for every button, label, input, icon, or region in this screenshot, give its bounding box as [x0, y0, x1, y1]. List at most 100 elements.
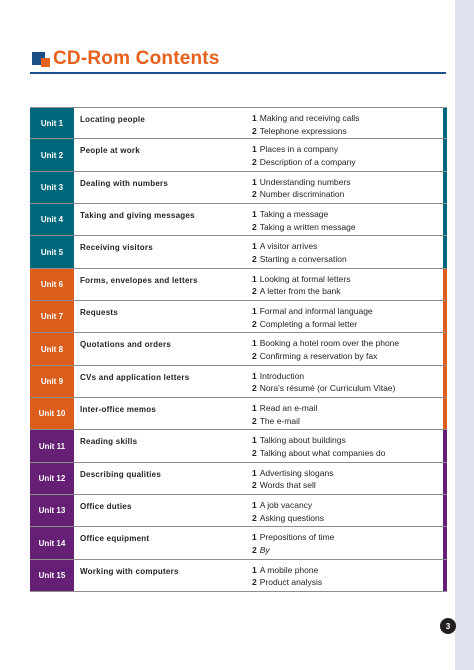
lesson-text: Telephone expressions — [259, 125, 347, 136]
lesson-item: 2 Words that sell — [252, 479, 333, 492]
lesson-item: 2 Completing a formal letter — [252, 318, 373, 331]
lesson-number: 2 — [252, 480, 257, 491]
unit-row: Unit 8 Quotations and orders 1 Booking a ho… — [30, 333, 447, 366]
lesson-list: 1 Places in a company 2 Description of a co… — [252, 143, 356, 168]
lesson-number: 1 — [252, 370, 257, 381]
lesson-item: 2 Starting a conversation — [252, 253, 347, 266]
unit-title: Working with computers — [80, 566, 179, 576]
lesson-text: Nora's résumé (or Curriculum Vitae) — [259, 383, 396, 394]
lesson-text: Completing a formal letter — [259, 318, 358, 329]
unit-group-bar — [443, 365, 447, 398]
unit-badge: Unit 9 — [30, 365, 74, 398]
unit-group-bar — [443, 430, 447, 462]
unit-row: Unit 12 Describing qualities 1 Advertising … — [30, 462, 447, 496]
lesson-number: 1 — [252, 500, 257, 511]
unit-group-bar — [443, 301, 447, 333]
unit-group-bar — [443, 495, 447, 527]
unit-title: People at work — [80, 146, 140, 156]
unit-badge: Unit 11 — [30, 430, 74, 462]
unit-title: Requests — [80, 308, 119, 318]
lesson-list: 1 Talking about buildings 2 Talking about w… — [252, 434, 385, 459]
unit-title: Quotations and orders — [80, 340, 172, 350]
lesson-number: 2 — [252, 318, 257, 329]
unit-row: Unit 5 Receiving visitors 1 A visitor arriv… — [30, 236, 447, 269]
unit-badge: Unit 14 — [30, 527, 74, 559]
page-number: 3 — [440, 618, 456, 634]
unit-group-bar — [443, 462, 447, 495]
title-rule — [30, 72, 446, 74]
unit-row: Unit 4 Taking and giving messages 1 Taking … — [30, 204, 447, 237]
unit-badge: Unit 5 — [30, 236, 74, 268]
unit-row: Unit 3 Dealing with numbers 1 Understanding… — [30, 171, 447, 205]
lesson-item: 1 Booking a hotel room over the phone — [252, 337, 399, 350]
lesson-item: 1 Taking a message — [252, 208, 356, 221]
unit-badge: Unit 15 — [30, 559, 74, 592]
lesson-text: Introduction — [259, 370, 305, 381]
unit-row: Unit 11 Reading skills 1 Talking about buil… — [30, 430, 447, 463]
unit-badge: Unit 1 — [30, 108, 74, 139]
lesson-text: Asking questions — [259, 512, 324, 523]
lesson-text: By — [259, 544, 270, 555]
unit-group-bar — [443, 236, 447, 268]
lesson-text: Confirming a reservation by fax — [259, 350, 378, 361]
lesson-text: The e-mail — [259, 415, 300, 426]
unit-title: Dealing with numbers — [80, 178, 169, 188]
unit-title: Office duties — [80, 502, 132, 512]
lesson-text: A visitor arrives — [259, 241, 318, 252]
unit-row: Unit 10 Inter-office memos 1 Read an e-mail… — [30, 398, 447, 431]
unit-row: Unit 9 CVs and application letters 1 Introd… — [30, 365, 447, 399]
lesson-text: Places in a company — [259, 144, 339, 155]
lesson-number: 1 — [252, 176, 257, 187]
unit-title: Taking and giving messages — [80, 211, 195, 221]
lesson-item: 2 Confirming a reservation by fax — [252, 350, 399, 363]
unit-title: Reading skills — [80, 437, 138, 447]
unit-row: Unit 7 Requests 1 Formal and informal langu… — [30, 301, 447, 334]
unit-group-bar — [443, 139, 447, 171]
unit-badge: Unit 10 — [30, 398, 74, 430]
lesson-number: 2 — [252, 125, 257, 136]
lesson-item: 1 Making and receiving calls — [252, 112, 359, 125]
lesson-number: 2 — [252, 156, 257, 167]
lesson-number: 1 — [252, 241, 257, 252]
lesson-number: 1 — [252, 209, 257, 220]
lesson-number: 1 — [252, 532, 257, 543]
lesson-item: 2 Nora's résumé (or Curriculum Vitae) — [252, 382, 395, 395]
lesson-list: 1 Taking a message 2 Taking a written messa… — [252, 208, 356, 233]
lesson-text: Advertising slogans — [259, 467, 334, 478]
lesson-number: 2 — [252, 350, 257, 361]
lesson-list: 1 Prepositions of time 2 By — [252, 531, 334, 556]
lesson-item: 2 The e-mail — [252, 415, 317, 428]
lesson-list: 1 Understanding numbers 2 Number discrimina… — [252, 176, 350, 201]
lesson-number: 1 — [252, 564, 257, 575]
unit-badge: Unit 4 — [30, 204, 74, 236]
lesson-list: 1 Looking at formal letters 2 A letter from… — [252, 273, 350, 298]
lesson-text: Product analysis — [259, 577, 323, 588]
lesson-number: 2 — [252, 189, 257, 200]
lesson-number: 2 — [252, 512, 257, 523]
unit-row: Unit 15 Working with computers 1 A mobile p… — [30, 559, 447, 593]
lesson-text: Words that sell — [259, 480, 316, 491]
lesson-number: 1 — [252, 113, 257, 123]
lesson-number: 2 — [252, 544, 257, 555]
unit-badge: Unit 2 — [30, 139, 74, 171]
lesson-number: 1 — [252, 306, 257, 317]
unit-group-bar — [443, 204, 447, 236]
lesson-item: 2 Taking a written message — [252, 221, 356, 234]
lesson-list: 1 Read an e-mail 2 The e-mail — [252, 402, 317, 427]
lesson-text: Read an e-mail — [259, 403, 318, 414]
lesson-item: 2 Telephone expressions — [252, 125, 359, 138]
lesson-text: Taking a message — [259, 209, 329, 220]
lesson-list: 1 Booking a hotel room over the phone 2 Con… — [252, 337, 399, 362]
unit-row: Unit 14 Office equipment 1 Prepositions of … — [30, 527, 447, 560]
lesson-text: A job vacancy — [259, 500, 313, 511]
lesson-item: 2 Talking about what companies do — [252, 447, 385, 460]
lesson-text: Talking about what companies do — [259, 447, 386, 458]
lesson-text: Understanding numbers — [259, 176, 351, 187]
lesson-number: 1 — [252, 467, 257, 478]
unit-group-bar — [443, 268, 447, 301]
unit-badge: Unit 3 — [30, 171, 74, 204]
